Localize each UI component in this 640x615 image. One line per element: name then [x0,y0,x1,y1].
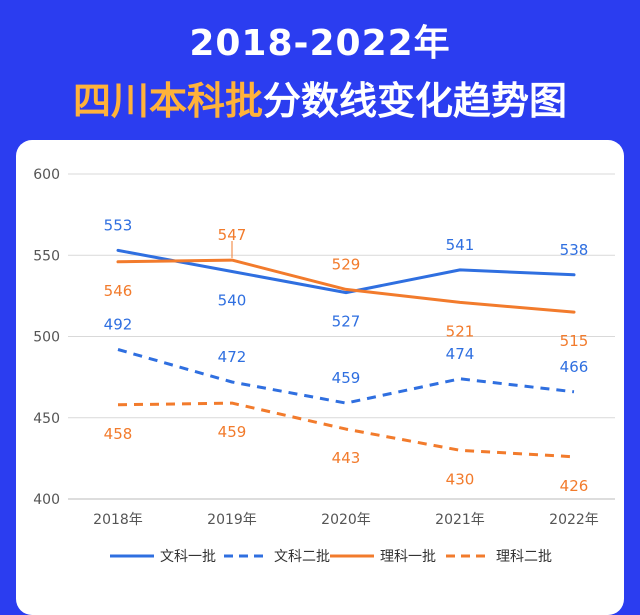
x-tick-label: 2021年 [435,512,485,528]
data-label: 466 [560,358,589,376]
data-label: 527 [332,313,361,331]
series-line-4 [117,401,575,459]
chart-card [16,140,624,615]
data-label: 521 [446,322,475,340]
y-axis-ticks: 400 450 500 550 600 [33,167,60,508]
y-tick-label: 450 [33,411,60,427]
chart-title-rest: 分数线变化趋势图 [263,79,568,123]
x-tick-label: 2020年 [321,512,371,528]
chart-title-line1: 2018-2022年 [189,23,451,64]
data-label: 540 [218,292,247,310]
data-label: 430 [446,470,475,488]
series-line-3 [116,258,576,314]
data-label: 472 [218,348,247,366]
line-chart: 400 450 500 550 600 2018年 2019年 2020年 2021年 2022… [33,167,615,565]
y-tick-label: 500 [33,330,60,346]
data-label: 515 [560,332,589,350]
x-tick-label: 2019年 [207,512,257,528]
data-label: 426 [560,477,589,495]
data-label: 546 [104,282,133,300]
data-label: 458 [104,425,133,443]
legend-label: 理科二批 [496,549,552,565]
chart-title-highlight: 四川本科批 [72,79,263,123]
grid-layer [68,173,615,500]
x-tick-label: 2018年 [93,512,143,528]
data-label: 459 [218,423,247,441]
series-layer [116,248,576,459]
data-label: 529 [332,255,361,273]
legend: 文科一批 文科二批 理科一批 理科二批 [110,549,552,565]
x-tick-label: 2022年 [549,512,599,528]
data-label: 541 [446,236,475,254]
legend-label: 理科一批 [380,549,436,565]
data-label: 443 [332,449,361,467]
data-labels: 553 540 527 541 538 492 472 459 474 466 546 547 529 5… [104,216,589,494]
x-axis-ticks: 2018年 2019年 2020年 2021年 2022年 [93,512,599,528]
data-label: 474 [446,345,475,363]
data-label: 459 [332,369,361,387]
data-label: 547 [218,226,247,244]
data-label: 492 [104,316,133,334]
series-line-1 [116,248,576,295]
chart-title-line2: 四川本科批分数线变化趋势图 [0,70,640,125]
data-label: 553 [104,216,133,234]
y-tick-label: 550 [33,248,60,264]
y-tick-label: 400 [33,492,60,508]
data-label: 538 [560,241,589,259]
series-line-2 [117,348,575,405]
legend-label: 文科一批 [160,549,216,565]
y-tick-label: 600 [33,167,60,183]
legend-label: 文科二批 [274,549,330,565]
